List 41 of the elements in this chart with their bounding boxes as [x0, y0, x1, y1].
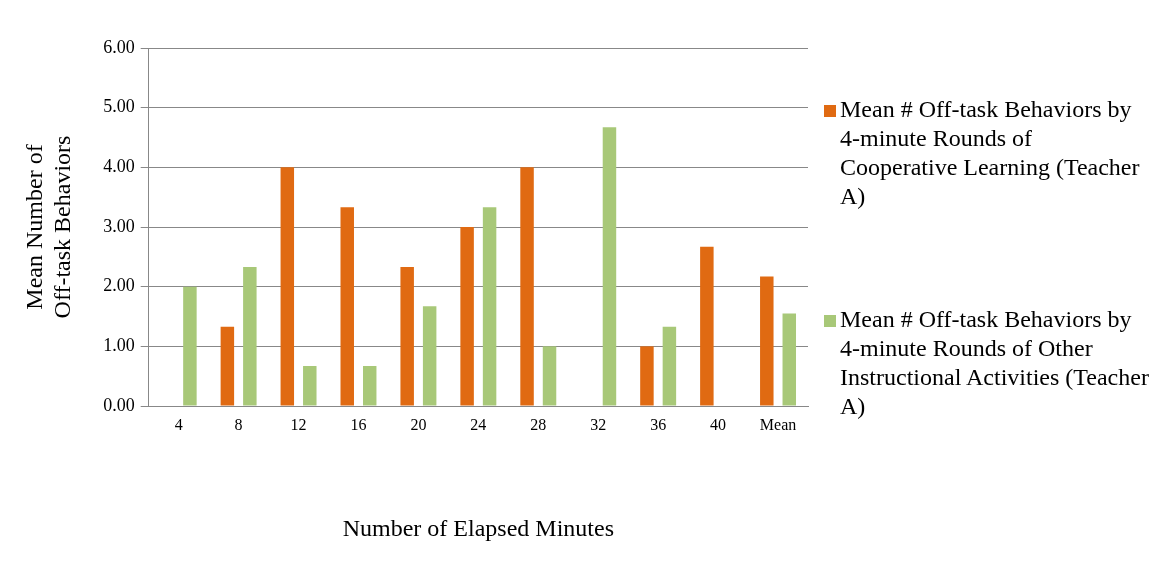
bar [662, 326, 677, 406]
bar [220, 326, 235, 406]
bar [243, 266, 257, 406]
x-tick-label: 36 [650, 415, 667, 433]
bar [362, 366, 377, 406]
legend-label: Mean # Off-task Behaviors by 4-minute Rounds of Cooperative Learning (Teacher A) [840, 95, 1141, 211]
bar [520, 167, 534, 406]
bar [542, 346, 557, 406]
bar [340, 207, 354, 406]
bar [700, 246, 714, 406]
bar [280, 167, 295, 406]
x-tick-label: 16 [350, 415, 367, 433]
x-axis-title: Number of Elapsed Minutes [342, 514, 614, 541]
x-tick-label: 32 [590, 415, 607, 433]
y-tick-label: 3.00 [103, 215, 135, 236]
y-tick-label: 4.00 [103, 156, 135, 177]
bar [400, 266, 414, 406]
bar [640, 346, 654, 406]
bar [422, 306, 437, 406]
y-tick-label: 5.00 [103, 96, 135, 117]
x-tick-label: 40 [710, 415, 727, 433]
y-tick-label: 2.00 [103, 275, 135, 296]
legend-label: Mean # Off-task Behaviors by 4-minute Rounds of Other Instructional Activities (Teacher A) [840, 305, 1150, 421]
bar [303, 366, 317, 406]
x-tick-label: 8 [234, 415, 243, 433]
bar [183, 286, 197, 406]
x-tick-label: 28 [530, 415, 547, 433]
x-tick-label: 20 [410, 415, 427, 433]
bar [482, 207, 497, 406]
y-axis-title: Mean Number of Off-task Behaviors [21, 135, 75, 319]
bar [760, 276, 774, 406]
bar [460, 227, 474, 406]
x-tick-label: 12 [290, 415, 307, 433]
bar [602, 127, 617, 406]
x-tick-label: 4 [174, 415, 183, 433]
x-tick-label: Mean [759, 415, 797, 433]
bar [782, 313, 797, 406]
y-tick-label: 6.00 [103, 36, 135, 57]
x-tick-label: 24 [470, 415, 487, 433]
y-tick-label: 1.00 [103, 335, 135, 356]
y-tick-label: 0.00 [103, 394, 135, 415]
